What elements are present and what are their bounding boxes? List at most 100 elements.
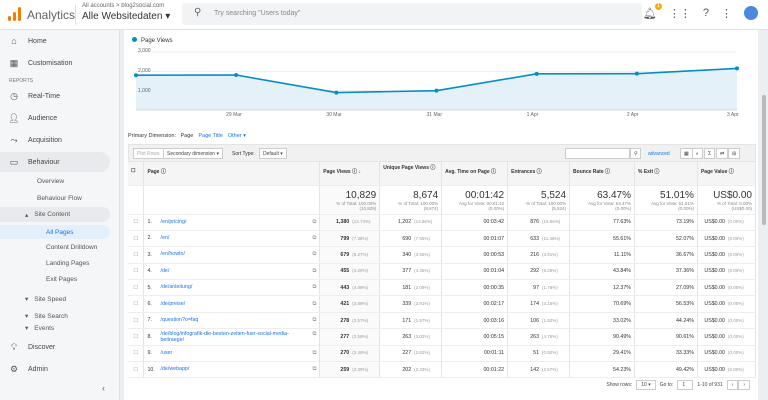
scrollbar[interactable]	[762, 95, 766, 225]
row-checkbox[interactable]: ☐	[128, 345, 145, 363]
caret-down-icon: ▾	[25, 313, 29, 320]
page-link[interactable]: /de/anleitung/	[160, 284, 193, 291]
dimension-other[interactable]: Other ▾	[227, 133, 246, 139]
sidebar-item-site-speed[interactable]: ▾ Site Speed	[0, 289, 110, 309]
dimension-page[interactable]: Page	[180, 133, 194, 139]
sidebar-item-audience[interactable]: 👤︎ Audience	[0, 108, 110, 128]
account-breadcrumb[interactable]: All accounts > blog2social.com	[82, 3, 165, 9]
open-external-icon[interactable]: ⧉	[312, 317, 317, 324]
dimension-page-title[interactable]: Page Title	[198, 133, 223, 139]
secondary-dimension-dropdown[interactable]: Secondary dimension ▾	[163, 148, 223, 159]
help-icon[interactable]: ?	[702, 7, 709, 19]
sidebar-item-customisation[interactable]: ▦ Customisation	[0, 53, 110, 73]
search-icon[interactable]: ⚲	[630, 148, 641, 159]
row-checkbox[interactable]: ☐	[128, 246, 145, 264]
percent: (13.86%)	[414, 219, 433, 225]
sidebar-item-realtime[interactable]: ◷ Real-Time	[0, 86, 110, 106]
page-link[interactable]: /de/webapp/	[160, 366, 190, 373]
col-avg-time[interactable]: Avg. Time on Page ⓘ	[441, 162, 509, 186]
percent: (0.00%)	[728, 301, 744, 307]
sidebar-item-events[interactable]: ▾ Events	[0, 322, 110, 334]
data-point	[234, 73, 239, 78]
collapse-sidebar-icon[interactable]: ‹	[102, 383, 105, 393]
row-checkbox[interactable]: ☐	[128, 312, 145, 330]
value: 443	[340, 284, 350, 291]
sort-type-dropdown[interactable]: Default ▾	[259, 148, 287, 159]
sidebar-item-site-search[interactable]: ▾ Site Search	[0, 306, 110, 326]
row-checkbox[interactable]: ☐	[128, 295, 145, 313]
label: Landing Pages	[46, 259, 90, 267]
sidebar-item-landing-pages[interactable]: Landing Pages	[0, 256, 110, 270]
open-external-icon[interactable]: ⧉	[312, 366, 317, 373]
col-page[interactable]: Page ⓘ	[143, 162, 321, 186]
page-link[interactable]: /de/preise/	[160, 300, 186, 307]
open-external-icon[interactable]: ⧉	[312, 235, 317, 242]
sidebar-item-content-drilldown[interactable]: Content Drilldown	[0, 240, 110, 254]
x-tick: 29 Mar	[226, 112, 242, 118]
prev-page-button[interactable]: ‹	[726, 380, 739, 390]
col-page-views[interactable]: Page Views ⓘ ↓	[319, 162, 381, 186]
apps-grid-icon[interactable]: ⋮⋮	[668, 7, 691, 20]
open-external-icon[interactable]: ⧉	[312, 330, 317, 337]
col-bounce-rate[interactable]: Bounce Rate ⓘ	[569, 162, 635, 186]
col-page-value[interactable]: Page Value ⓘ	[697, 162, 757, 186]
sidebar-item-discover[interactable]: 💡︎ Discover	[0, 337, 110, 357]
row-checkbox[interactable]: ☐	[128, 263, 145, 281]
table-search-input[interactable]	[565, 148, 630, 159]
more-vert-icon[interactable]: ⋮	[721, 7, 732, 20]
sidebar-item-behaviour-flow[interactable]: Behaviour Flow	[0, 188, 110, 208]
plot-rows-button[interactable]: Plot Rows	[133, 148, 164, 159]
row-checkbox[interactable]: ☐	[128, 328, 145, 346]
page-link[interactable]: /en/pricing/	[160, 218, 187, 225]
performance-view-icon[interactable]: Σ	[704, 148, 716, 159]
table-view-icon[interactable]: ▦	[680, 148, 693, 159]
page-views-cell: 799 (7.38%)	[319, 230, 381, 248]
goto-input[interactable]: 1	[677, 380, 694, 390]
next-page-button[interactable]: ›	[738, 380, 750, 390]
row-checkbox[interactable]: ☐	[128, 361, 145, 379]
select-all-checkbox[interactable]: ☐	[128, 162, 145, 186]
value: US$0.00	[704, 219, 725, 226]
open-external-icon[interactable]: ⧉	[312, 251, 317, 258]
page-link[interactable]: /question?o=faq	[160, 317, 199, 324]
data-point	[334, 90, 339, 95]
page-link[interactable]: /en/howto/	[160, 251, 185, 258]
sidebar-item-home[interactable]: ⌂ Home	[0, 31, 110, 51]
open-external-icon[interactable]: ⧉	[312, 300, 317, 307]
bell-icon[interactable]: 🔔︎ 1	[643, 2, 662, 20]
page-link[interactable]: /user	[160, 349, 173, 356]
entrances-cell: 51 (0.92%)	[507, 345, 571, 363]
sidebar-item-site-content[interactable]: ▴ Site Content	[0, 207, 110, 222]
sidebar-item-admin[interactable]: ⚙ Admin	[0, 359, 110, 379]
col-entrances[interactable]: Entrances ⓘ	[507, 162, 571, 186]
open-external-icon[interactable]: ⧉	[312, 284, 317, 291]
property-selector[interactable]: Alle Websitedaten ▾	[82, 11, 171, 22]
value: 216	[530, 251, 540, 258]
sidebar-item-all-pages[interactable]: All Pages	[0, 225, 110, 239]
row-number: 4.	[147, 268, 152, 275]
percent: (7.38%)	[352, 235, 368, 241]
search-bar[interactable]: ⚲ Try searching "Users today"	[182, 3, 642, 25]
pie-view-icon[interactable]: ◐	[692, 148, 704, 159]
show-rows-select[interactable]: 10 ▾	[636, 380, 656, 390]
row-checkbox[interactable]: ☐	[128, 230, 145, 248]
sidebar-item-behaviour[interactable]: ▭ Behaviour	[0, 152, 110, 172]
page-link[interactable]: /en/	[160, 235, 170, 242]
sidebar-item-overview[interactable]: Overview	[0, 171, 110, 191]
sidebar-item-acquisition[interactable]: ⤳ Acquisition	[0, 130, 110, 150]
row-checkbox[interactable]: ☐	[128, 214, 145, 231]
sidebar-item-exit-pages[interactable]: Exit Pages	[0, 272, 110, 286]
comparison-view-icon[interactable]: ⇄	[716, 148, 729, 159]
row-checkbox[interactable]: ☐	[128, 279, 145, 297]
open-external-icon[interactable]: ⧉	[312, 349, 317, 356]
open-external-icon[interactable]: ⧉	[312, 267, 317, 274]
pivot-view-icon[interactable]: ⊞	[728, 148, 741, 159]
open-external-icon[interactable]: ⧉	[312, 218, 317, 225]
total-cell: 8,674% of Total: 100.00% (8,674)	[379, 185, 443, 215]
col-unique-page-views[interactable]: Unique Page Views ⓘ	[379, 162, 443, 186]
col-exit[interactable]: % Exit ⓘ	[634, 162, 698, 186]
avatar[interactable]	[744, 6, 758, 20]
page-link[interactable]: /de/	[160, 267, 170, 274]
advanced-filter-link[interactable]: advanced	[648, 151, 670, 157]
page-link[interactable]: /de/blog/infografik-die-besten-zeiten-fu…	[160, 330, 289, 343]
